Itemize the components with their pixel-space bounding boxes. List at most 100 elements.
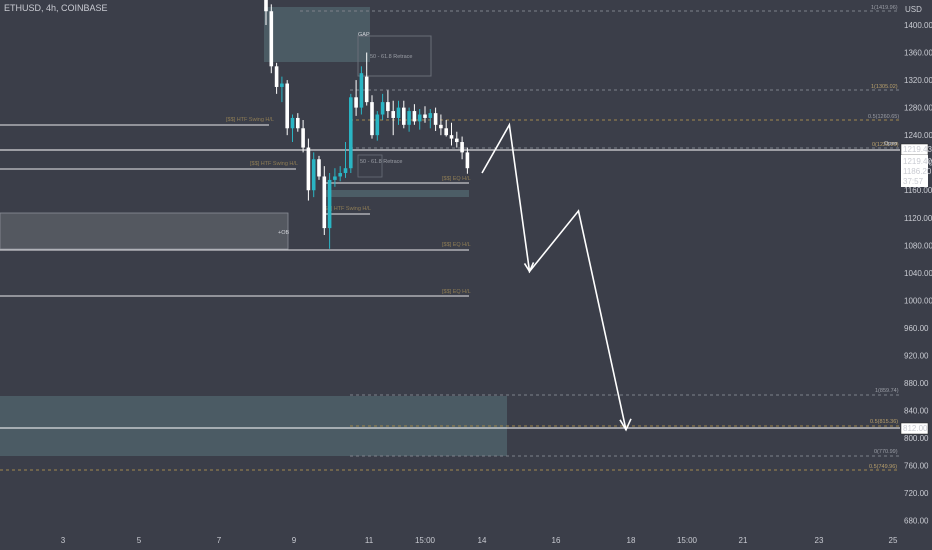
time-tick-label: 21 bbox=[739, 536, 748, 545]
candle-body bbox=[460, 142, 464, 153]
time-tick-label: 9 bbox=[292, 536, 297, 545]
target-price-tag: 812.00 bbox=[903, 424, 928, 433]
level-label: [$$] HTF Swing H/L bbox=[226, 117, 274, 123]
fib-label: 0(770.99) bbox=[874, 449, 898, 455]
candle-body bbox=[280, 83, 284, 87]
price-tick-label: 920.00 bbox=[904, 351, 929, 360]
candle-body bbox=[343, 168, 348, 174]
fib-label: 1(1419.96) bbox=[871, 5, 898, 11]
order-block-zone bbox=[0, 212, 289, 250]
candle-body bbox=[285, 83, 289, 129]
price-tick-label: 960.00 bbox=[904, 324, 929, 333]
time-tick-label: 16 bbox=[552, 536, 561, 545]
retrace-label-lower: 50 - 61.8 Retrace bbox=[360, 159, 403, 165]
price-tick-label: 1280.00 bbox=[904, 104, 932, 113]
price-stack-label: 1186.20 bbox=[903, 167, 932, 176]
candle-body bbox=[407, 111, 411, 125]
price-tick-label: 1160.00 bbox=[904, 186, 932, 195]
fib-label: 1(859.74) bbox=[875, 388, 899, 394]
projection-line bbox=[481, 122, 627, 431]
fib-label: 0.5(1260.65) bbox=[868, 114, 899, 120]
fib-label: 0.5(815.36) bbox=[870, 419, 898, 425]
level-label: [$$] EQ H/L bbox=[442, 176, 471, 182]
time-tick-label: 7 bbox=[217, 536, 222, 545]
candle-body bbox=[322, 176, 327, 229]
candle-body bbox=[465, 152, 470, 169]
fib-label: 1(1305.02) bbox=[871, 84, 898, 90]
price-tick-label: 880.00 bbox=[904, 379, 929, 388]
time-tick-label: 23 bbox=[815, 536, 824, 545]
level-label: [$$] HTF Swing H/L bbox=[323, 206, 371, 212]
candle-body bbox=[396, 107, 401, 118]
candle-body bbox=[455, 138, 459, 143]
price-stack-bg bbox=[901, 155, 928, 187]
levels-layer: [$$] HTF Swing H/L [$$] HTF Swing H/L [$$]… bbox=[0, 5, 900, 471]
fib-label: 0(1222.29) bbox=[872, 142, 899, 148]
candle-body bbox=[391, 111, 395, 118]
candle-body bbox=[359, 73, 364, 108]
candle-body bbox=[327, 179, 332, 229]
level-label: [$$] EQ H/L bbox=[442, 289, 471, 295]
price-tick-label: 720.00 bbox=[904, 489, 929, 498]
candle-body bbox=[349, 97, 353, 169]
projection-path bbox=[481, 122, 632, 432]
candle-body bbox=[274, 66, 279, 87]
open-label: Open bbox=[884, 141, 897, 147]
candle-body bbox=[386, 102, 390, 112]
candles-layer bbox=[264, 0, 470, 249]
price-tick-label: 1120.00 bbox=[904, 214, 932, 223]
projection-arrowhead bbox=[619, 418, 632, 432]
retrace-box-lower bbox=[357, 154, 383, 178]
time-tick-label: 15:00 bbox=[415, 536, 436, 545]
price-stack-label: 1219.40 bbox=[903, 157, 932, 166]
time-tick-label: 5 bbox=[137, 536, 142, 545]
currency-label: USD bbox=[905, 5, 922, 14]
price-stack-label: 37:57 bbox=[903, 177, 924, 186]
price-tick-label: 1360.00 bbox=[904, 49, 932, 58]
price-axis: 1400.001360.001320.001280.001240.001200.… bbox=[900, 21, 932, 526]
time-tick-label: 11 bbox=[365, 536, 374, 545]
ob-label: +OB bbox=[278, 230, 289, 236]
candle-body bbox=[449, 135, 454, 139]
annotations-layer: 50 - 61.8 Retrace 50 - 61.8 Retrace +OB GAP… bbox=[278, 32, 897, 236]
candle-body bbox=[402, 107, 406, 125]
gap-zone bbox=[323, 190, 469, 197]
price-tick-label: 1040.00 bbox=[904, 269, 932, 278]
time-tick-label: 3 bbox=[61, 536, 66, 545]
target-price-tag-bg bbox=[900, 422, 929, 435]
price-tick-label: 1400.00 bbox=[904, 21, 932, 30]
time-tick-label: 18 bbox=[627, 536, 636, 545]
candle-body bbox=[306, 147, 311, 191]
candle-body bbox=[264, 0, 268, 12]
time-tick-label: 25 bbox=[889, 536, 898, 545]
candle-body bbox=[375, 114, 380, 136]
price-tick-label: 1080.00 bbox=[904, 241, 932, 250]
retrace-box-upper bbox=[357, 35, 432, 77]
price-tick-label: 1240.00 bbox=[904, 131, 932, 140]
price-tick-label: 800.00 bbox=[904, 434, 929, 443]
price-tick-label: 1320.00 bbox=[904, 76, 932, 85]
current-price-tag: 1219.43 bbox=[903, 145, 932, 154]
candle-body bbox=[338, 173, 342, 177]
candle-body bbox=[370, 102, 374, 136]
candle-body bbox=[417, 114, 422, 122]
price-tick-label: 760.00 bbox=[904, 462, 929, 471]
candle-body bbox=[317, 159, 321, 177]
symbol-label: ETHUSD, 4h, COINBASE bbox=[4, 3, 108, 13]
candle-body bbox=[290, 117, 295, 129]
candle-body bbox=[311, 159, 316, 191]
candle-body bbox=[296, 117, 300, 129]
candle-body bbox=[444, 128, 448, 136]
fib-label: 0.5(749.96) bbox=[869, 464, 897, 470]
zones-layer bbox=[0, 7, 507, 456]
candle-body bbox=[269, 11, 274, 67]
candle-body bbox=[428, 113, 433, 118]
candle-body bbox=[364, 76, 369, 103]
retrace-label-upper: 50 - 61.8 Retrace bbox=[370, 54, 413, 60]
candle-body bbox=[412, 111, 417, 122]
level-label: [$$] HTF Swing H/L bbox=[250, 161, 298, 167]
time-axis: 3 5 7 9 11 15:00 14 16 18 15:00 21 23 25 bbox=[61, 536, 898, 545]
time-tick-label: 15:00 bbox=[677, 536, 698, 545]
candle-body bbox=[354, 97, 358, 108]
